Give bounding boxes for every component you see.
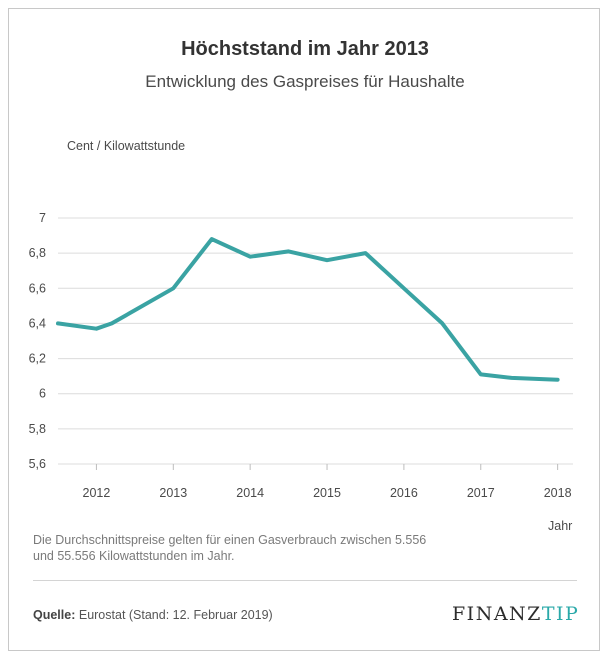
footnote: Die Durchschnittspreise gelten für einen…	[33, 532, 453, 564]
x-tick-label: 2014	[236, 486, 264, 500]
logo-text-tip: TIP	[541, 603, 580, 625]
finanztip-logo: FINANZTIP	[452, 603, 579, 625]
logo-text-finanz: FINANZ	[452, 603, 542, 625]
footnote-line-1: Die Durchschnittspreise gelten für einen…	[33, 533, 427, 547]
footer-divider	[33, 580, 577, 581]
x-tick-label: 2012	[83, 486, 111, 500]
x-tick-label: 2016	[390, 486, 418, 500]
y-tick-label: 5,8	[29, 422, 46, 436]
y-tick-label: 7	[39, 211, 46, 225]
x-tick-label: 2013	[159, 486, 187, 500]
y-axis-label: Cent / Kilowattstunde	[67, 139, 186, 153]
x-axis-label: Jahr	[548, 519, 573, 533]
x-tick-label: 2018	[544, 486, 572, 500]
y-tick-label: 6,8	[29, 246, 46, 260]
y-tick-label: 6,2	[29, 352, 46, 366]
chart-frame	[8, 8, 600, 651]
x-tick-label: 2015	[313, 486, 341, 500]
chart-title: Höchststand im Jahr 2013	[181, 38, 429, 60]
footnote-line-2: und 55.556 Kilowattstunden im Jahr.	[33, 549, 235, 563]
source-line: Quelle: Eurostat (Stand: 12. Februar 201…	[33, 608, 273, 622]
y-tick-label: 6	[39, 387, 46, 401]
source-label: Quelle:	[33, 608, 76, 622]
y-tick-label: 5,6	[29, 457, 46, 471]
y-tick-label: 6,6	[29, 281, 46, 295]
series-line-gaspreis	[56, 237, 560, 382]
y-tick-label: 6,4	[29, 316, 46, 330]
x-tick-label: 2017	[467, 486, 495, 500]
chart-subtitle: Entwicklung des Gaspreises für Haushalte	[145, 72, 465, 91]
source-text: Eurostat (Stand: 12. Februar 2019)	[78, 608, 273, 622]
